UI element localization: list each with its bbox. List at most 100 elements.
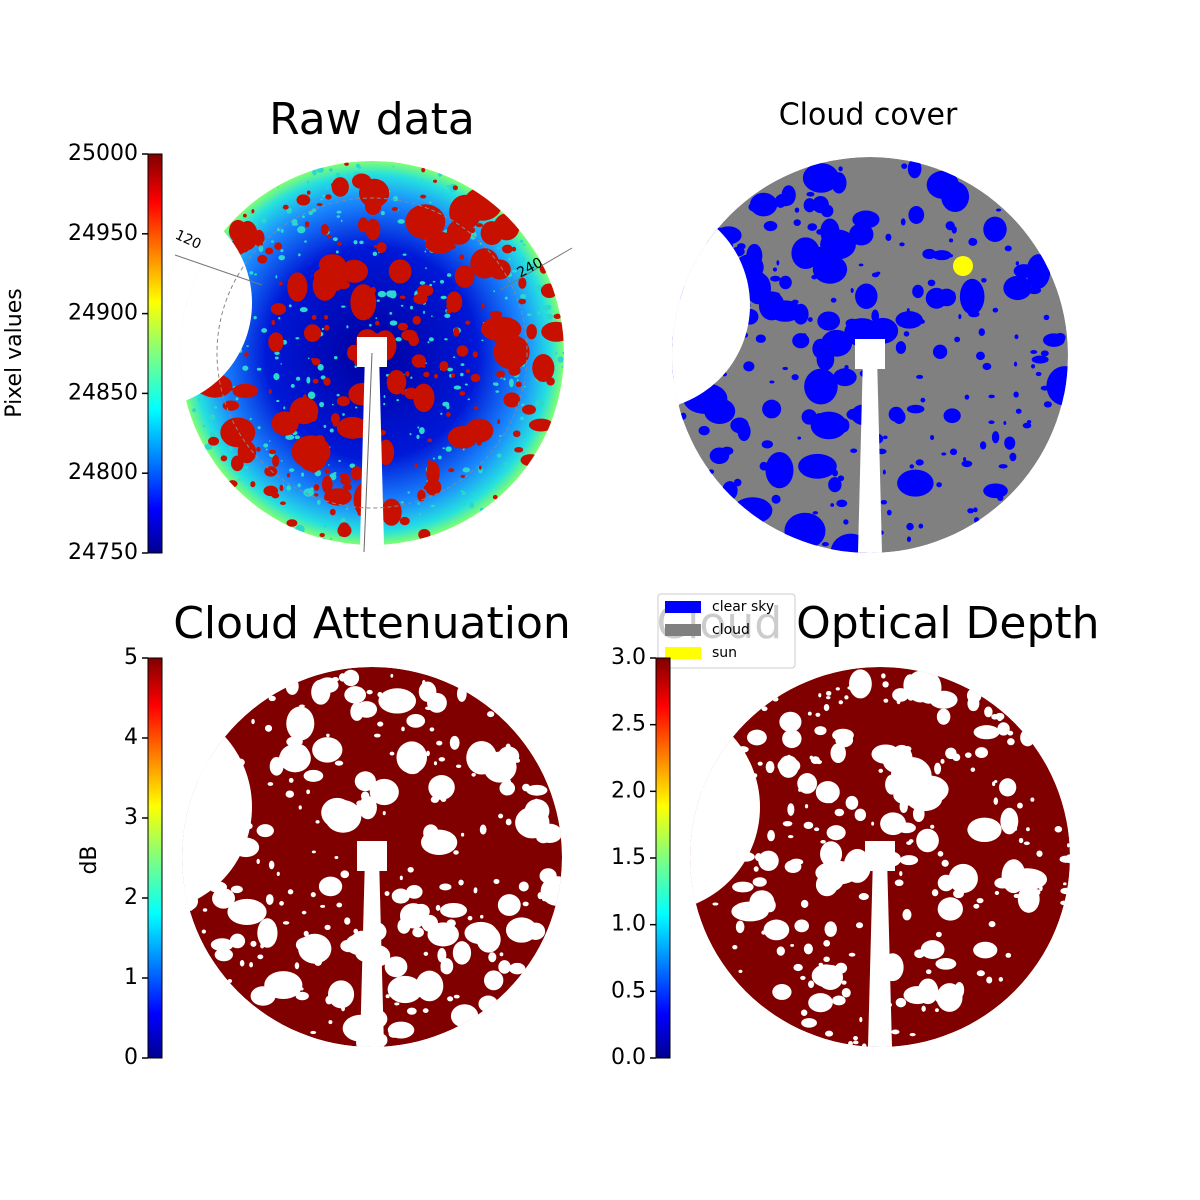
sky-feature (458, 879, 464, 886)
sky-feature (276, 399, 280, 403)
legend-label: clear sky (712, 599, 774, 615)
sky-feature (763, 919, 790, 941)
sky-feature (961, 460, 973, 468)
sky-feature (426, 750, 430, 757)
sky-feature (1015, 408, 1022, 414)
sky-feature (267, 782, 274, 786)
sky-feature (250, 481, 256, 488)
sky-feature (453, 850, 459, 855)
sky-feature (400, 501, 404, 504)
sky-feature (453, 949, 470, 959)
sky-feature (415, 970, 444, 1002)
sky-feature (997, 717, 1002, 722)
sky-feature (836, 499, 848, 508)
sky-feature (871, 309, 880, 323)
sky-feature (470, 373, 481, 383)
sky-feature (532, 353, 555, 383)
sky-feature (320, 375, 326, 380)
sky-feature (317, 363, 324, 371)
sky-feature (542, 897, 547, 902)
sky-feature (1001, 859, 1026, 894)
sky-feature (921, 1005, 926, 1012)
sky-image (180, 161, 564, 545)
sky-feature (390, 290, 396, 294)
sky-feature (303, 930, 309, 937)
legend-label: sun (712, 645, 737, 661)
sky-feature (522, 404, 536, 415)
sky-feature (311, 208, 317, 213)
sky-feature (323, 524, 327, 528)
sky-feature (440, 965, 451, 974)
sky-feature (446, 273, 452, 277)
sky-feature (461, 501, 467, 506)
sky-feature (349, 463, 356, 469)
sky-feature (498, 813, 504, 819)
sky-feature (841, 987, 851, 998)
sky-feature (273, 373, 280, 381)
sky-feature (446, 291, 463, 313)
sky-feature (429, 727, 435, 732)
sky-feature (487, 711, 495, 718)
sky-feature (232, 383, 259, 398)
sky-feature (1004, 245, 1012, 252)
sky-feature (376, 242, 387, 253)
sky-feature (250, 940, 257, 947)
sky-feature (803, 943, 813, 955)
sky-feature (312, 269, 338, 301)
sky-feature (346, 507, 349, 510)
guide-line (363, 352, 373, 553)
sky-feature (455, 764, 462, 769)
sky-feature (286, 519, 298, 527)
sky-feature (820, 839, 826, 844)
sky-feature (339, 473, 350, 480)
sky-feature (835, 687, 840, 691)
sky-feature (852, 1040, 859, 1045)
sky-feature (518, 298, 527, 305)
sky-feature (899, 855, 919, 866)
sky-feature (375, 317, 378, 319)
sky-feature (287, 272, 308, 302)
sky-feature (323, 377, 331, 386)
sky-feature (932, 250, 952, 261)
sky-feature (465, 320, 471, 325)
sky-feature (1005, 952, 1012, 958)
sky-feature (390, 673, 394, 678)
sky-feature (518, 277, 527, 289)
sky-feature (440, 902, 468, 918)
sky-feature (472, 351, 478, 358)
sky-feature (410, 376, 413, 379)
sky-feature (523, 270, 526, 274)
sky-feature (481, 339, 484, 342)
sky-feature (523, 385, 526, 388)
sky-feature (469, 502, 475, 509)
sky-feature (271, 492, 280, 499)
sky-feature (336, 393, 340, 397)
sky-feature (472, 421, 487, 435)
sky-feature (732, 881, 754, 893)
sky-feature (272, 454, 280, 468)
sky-feature (338, 459, 341, 463)
sky-feature (871, 821, 875, 826)
sky-feature (213, 386, 220, 394)
sky-feature (966, 688, 982, 704)
sky-feature (515, 381, 522, 388)
sky-feature (1046, 366, 1068, 406)
sky-feature (377, 439, 395, 466)
sky-feature (261, 217, 267, 224)
sky-feature (417, 284, 434, 297)
sky-feature (383, 402, 386, 406)
sky-feature (952, 753, 961, 762)
sky-feature (295, 524, 305, 535)
guide-circle (216, 197, 528, 509)
sky-feature (752, 877, 767, 887)
sky-feature (456, 685, 467, 702)
sky-feature (746, 729, 767, 746)
sky-feature (201, 929, 207, 934)
sky-feature (297, 226, 306, 234)
sky-feature (422, 1008, 429, 1013)
sky-feature (299, 307, 308, 313)
panel-title: Raw data (269, 94, 475, 145)
sky-feature (963, 457, 967, 462)
sky-feature (394, 1002, 400, 1006)
sky-feature (429, 201, 432, 204)
